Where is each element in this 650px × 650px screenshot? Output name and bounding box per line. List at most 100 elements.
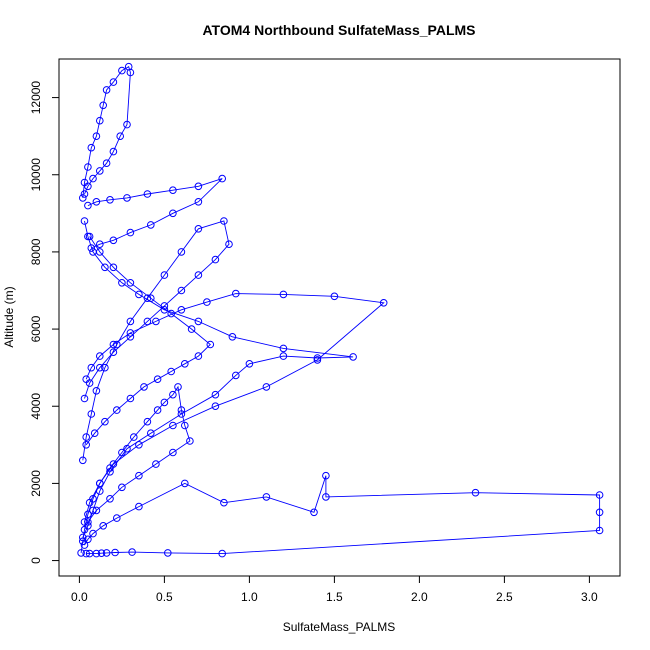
data-point <box>147 429 155 438</box>
x-tick-label: 1.0 <box>241 590 258 604</box>
data-point <box>96 240 104 248</box>
data-point <box>126 394 135 403</box>
x-axis: 0.0 0.5 1.0 1.5 2.0 2.5 3.0 <box>71 575 598 604</box>
data-point <box>322 493 330 501</box>
data-point <box>80 525 89 534</box>
data-point <box>232 289 240 298</box>
data-point <box>177 248 186 256</box>
data-point <box>152 460 160 468</box>
data-point <box>194 225 203 233</box>
data-point <box>322 471 330 480</box>
data-point <box>471 488 480 497</box>
data-point <box>220 498 228 507</box>
data-point <box>211 402 220 411</box>
x-axis-label: SulfateMass_PALMS <box>283 620 396 634</box>
y-tick-label: 2000 <box>29 470 43 497</box>
data-point <box>96 352 104 360</box>
data-point <box>186 437 194 445</box>
series-line-5 <box>87 178 223 249</box>
data-point <box>109 236 118 245</box>
data-point <box>135 471 143 480</box>
data-point <box>174 383 182 391</box>
data-point <box>164 549 172 557</box>
data-point <box>135 441 143 449</box>
data-point <box>167 309 175 318</box>
data-point <box>80 518 89 526</box>
series-line-4 <box>82 220 230 461</box>
data-point <box>135 502 143 511</box>
x-tick-label: 2.0 <box>411 590 428 604</box>
data-point <box>279 290 288 299</box>
data-point <box>113 514 121 522</box>
data-point <box>228 333 237 341</box>
data-point <box>106 495 114 503</box>
chart-title: ATOM4 Northbound SulfateMass_PALMS <box>202 22 475 38</box>
data-point <box>595 491 604 499</box>
data-point <box>92 132 101 140</box>
data-point <box>80 190 89 198</box>
data-point <box>82 441 90 449</box>
data-point <box>187 325 196 333</box>
data-point <box>84 201 92 210</box>
data-point <box>153 406 162 414</box>
data-point <box>118 66 126 75</box>
data-point <box>310 508 318 517</box>
x-tick-label: 2.5 <box>496 590 513 604</box>
data-point <box>126 317 135 326</box>
data-point <box>126 228 135 237</box>
data-point <box>97 549 106 558</box>
data-point <box>82 433 90 441</box>
data-point <box>194 198 203 206</box>
data-point <box>118 279 126 287</box>
data-point <box>147 294 155 303</box>
data-point <box>118 448 126 457</box>
data-point <box>152 317 160 326</box>
y-tick-label: 0 <box>29 557 43 564</box>
y-tick-label: 6000 <box>29 315 43 342</box>
data-point <box>96 479 104 488</box>
data-point <box>113 406 121 414</box>
data-point <box>123 194 131 202</box>
data-point <box>169 448 177 457</box>
data-point <box>87 143 96 152</box>
data-point <box>106 196 114 204</box>
data-point <box>177 406 186 414</box>
data-point <box>90 429 99 438</box>
data-point <box>203 298 211 306</box>
data-point <box>330 292 339 301</box>
data-point <box>80 394 89 403</box>
data-point <box>89 174 97 183</box>
data-point <box>313 356 322 364</box>
data-point <box>123 120 131 129</box>
data-point <box>181 360 189 368</box>
data-point <box>96 248 104 256</box>
data-point <box>77 549 85 557</box>
data-point <box>102 549 111 557</box>
data-point <box>102 159 111 167</box>
data-point <box>89 529 97 538</box>
x-tick-label: 1.5 <box>326 590 343 604</box>
data-point <box>109 348 118 357</box>
data-point <box>181 479 189 488</box>
data-point <box>143 190 152 198</box>
data-point <box>116 132 124 140</box>
data-point <box>84 182 92 191</box>
data-point <box>349 353 357 361</box>
x-tick-label: 3.0 <box>581 590 598 604</box>
data-point <box>279 344 288 353</box>
data-point <box>126 279 135 287</box>
data-point <box>101 263 109 272</box>
data-point <box>80 217 89 225</box>
data-point <box>102 86 111 94</box>
data-point <box>79 194 87 202</box>
data-point <box>279 352 288 360</box>
data-point <box>218 549 226 558</box>
data-point <box>169 186 177 194</box>
data-point <box>220 217 228 225</box>
data-point <box>92 549 101 558</box>
data-point <box>160 271 169 279</box>
data-point <box>181 421 189 430</box>
data-point <box>99 522 107 530</box>
